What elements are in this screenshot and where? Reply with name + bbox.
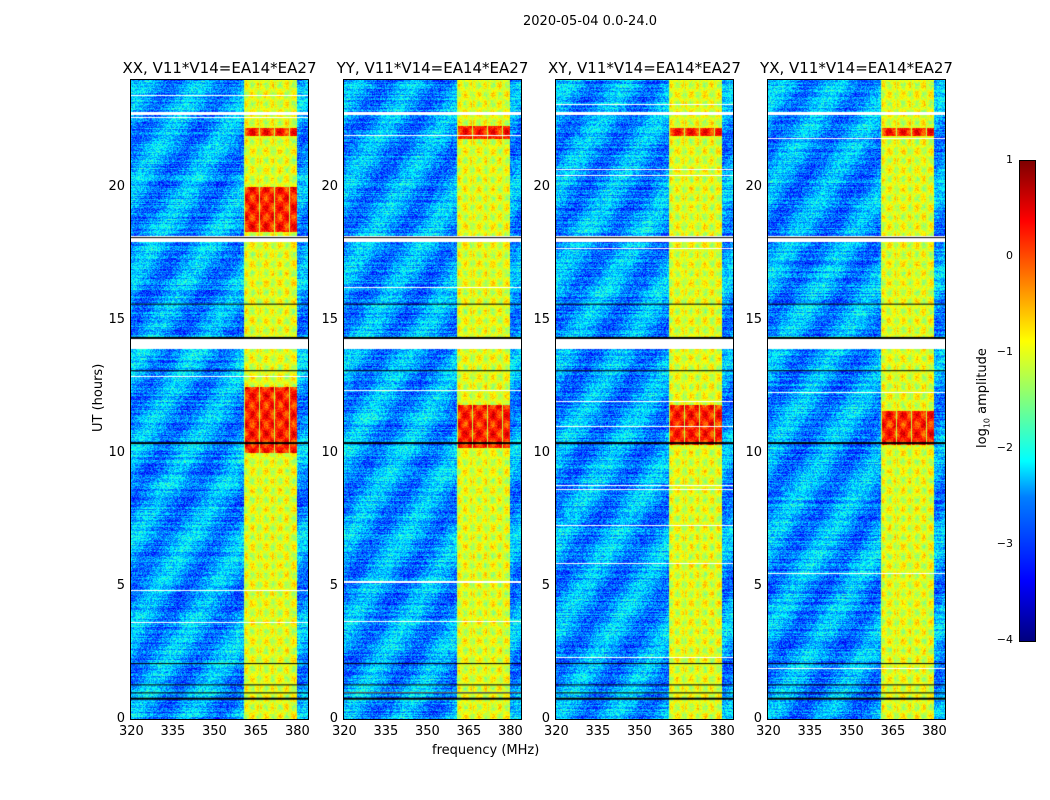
y-tick-label: 5 [116,577,125,593]
y-tick-label: 0 [116,711,125,726]
y-tick-label: 20 [321,178,338,194]
heatmap-image [344,80,521,719]
panel-title: XX, V11*V14=EA14*EA27 [122,59,317,77]
x-tick-label: 350 [838,724,864,739]
y-tick-label: 5 [329,577,338,593]
y-tick-label: 0 [753,711,762,726]
x-tick-label: 335 [160,724,186,739]
figure-title: 2020-05-04 0.0-24.0 [523,14,657,29]
y-tick-label: 0 [329,711,338,726]
x-tick-label: 350 [626,724,652,739]
y-tick-label: 15 [533,311,550,327]
y-tick-label: 10 [533,444,550,460]
colorbar [1019,160,1036,642]
x-tick-label: 320 [756,724,781,739]
y-tick-label: 5 [753,577,762,593]
y-tick-label: 5 [541,577,550,593]
colorbar-tick-label: −1 [996,345,1013,358]
panel-title: YX, V11*V14=EA14*EA27 [760,59,953,77]
y-tick-label: 20 [745,178,762,194]
y-tick-label: 20 [108,178,125,194]
x-tick-label: 380 [284,724,310,739]
y-tick-label: 0 [541,711,550,726]
waterfall-panel-0 [130,79,309,720]
x-tick-label: 365 [243,724,269,739]
x-tick-label: 380 [921,724,947,739]
heatmap-image [556,80,733,719]
x-axis-label: frequency (MHz) [432,743,540,758]
y-tick-label: 10 [745,444,762,460]
x-tick-label: 365 [880,724,906,739]
y-tick-label: 15 [321,311,338,327]
colorbar-tick-label: −4 [996,633,1013,646]
y-tick-label: 10 [321,444,338,460]
x-tick-label: 350 [414,724,440,739]
x-tick-label: 320 [332,724,357,739]
heatmap-image [768,80,945,719]
y-tick-label: 15 [108,311,125,327]
x-tick-label: 335 [373,724,399,739]
colorbar-label: log10 amplitude [975,348,992,448]
x-tick-label: 365 [456,724,482,739]
colorbar-tick-label: 0 [1006,249,1013,262]
x-tick-label: 380 [709,724,735,739]
colorbar-tick-label: 1 [1006,153,1013,166]
x-tick-label: 380 [497,724,523,739]
panel-title: YY, V11*V14=EA14*EA27 [336,59,529,77]
y-tick-label: 15 [745,311,762,327]
x-tick-label: 350 [201,724,227,739]
heatmap-image [131,80,308,719]
x-tick-label: 320 [119,724,144,739]
waterfall-panel-3 [767,79,946,720]
waterfall-panel-1 [343,79,522,720]
x-tick-label: 320 [544,724,569,739]
colorbar-tick-label: −2 [996,441,1013,454]
y-tick-label: 10 [108,444,125,460]
y-tick-label: 20 [533,178,550,194]
x-tick-label: 335 [797,724,823,739]
colorbar-tick-label: −3 [996,537,1013,550]
x-tick-label: 335 [585,724,611,739]
y-axis-label: UT (hours) [91,363,106,432]
x-tick-label: 365 [668,724,694,739]
panel-title: XY, V11*V14=EA14*EA27 [548,59,741,77]
waterfall-panel-2 [555,79,734,720]
